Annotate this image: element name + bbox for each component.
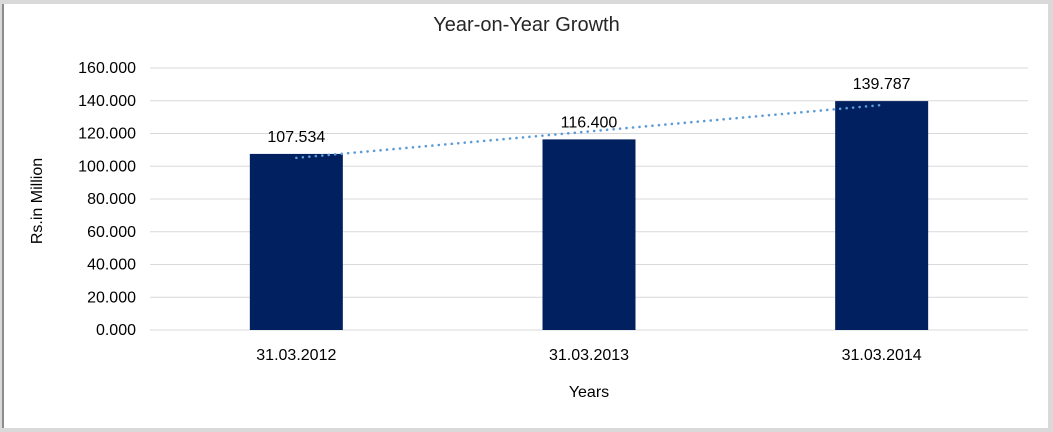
- bar-data-label: 107.534: [267, 129, 325, 146]
- x-tick-label: 31.03.2013: [549, 347, 629, 364]
- bar-data-label: 139.787: [853, 76, 911, 93]
- window-border-top: [0, 0, 1053, 4]
- chart-title: Year-on-Year Growth: [433, 14, 620, 36]
- y-tick-label: 160.000: [78, 60, 136, 77]
- bar: [542, 139, 636, 330]
- y-tick-label: 40.000: [87, 257, 136, 274]
- y-tick-label: 20.000: [87, 289, 136, 306]
- x-tick-label: 31.03.2014: [842, 347, 922, 364]
- bar: [249, 153, 343, 330]
- y-tick-label: 80.000: [87, 191, 136, 208]
- y-tick-label: 100.000: [78, 158, 136, 175]
- trendline: [295, 103, 883, 160]
- y-tick-label: 140.000: [78, 93, 136, 110]
- bar: [835, 101, 929, 330]
- bar-data-label: 116.400: [561, 114, 618, 131]
- window-border-right: [1048, 0, 1053, 432]
- window-border-bottom: [0, 428, 1053, 432]
- window-border-left-line: [2, 4, 4, 428]
- window-border-left: [0, 0, 2, 432]
- x-tick-label: 31.03.2012: [256, 347, 336, 364]
- y-tick-label: 60.000: [87, 224, 136, 241]
- y-axis-title: Rs.in Million: [29, 157, 46, 245]
- x-axis-title: Years: [568, 384, 610, 401]
- y-tick-label: 120.000: [78, 126, 136, 143]
- y-tick-label: 0.000: [96, 322, 136, 339]
